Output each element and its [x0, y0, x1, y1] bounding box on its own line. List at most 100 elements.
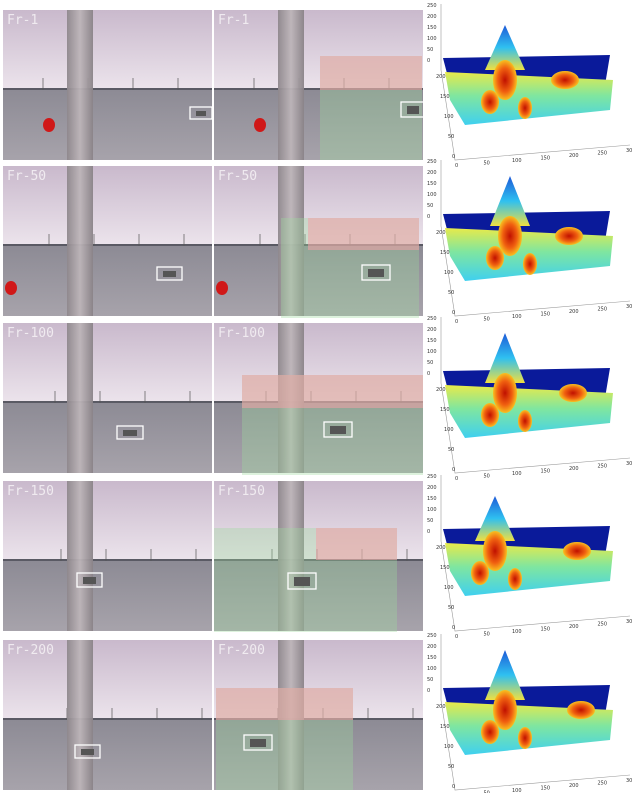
x-tick-label: 150 — [541, 156, 551, 162]
z-tick-label: 200 — [427, 327, 437, 333]
x-tick-label: 150 — [541, 312, 551, 318]
boat — [123, 430, 137, 436]
y-tick-label: 150 — [440, 724, 450, 730]
x-tick-label: 150 — [541, 627, 551, 633]
z-tick-label: 100 — [427, 192, 437, 198]
x-tick-label: 150 — [541, 786, 551, 792]
z-tick-label: 150 — [427, 181, 437, 187]
target-region — [242, 375, 423, 408]
y-tick-label: 0 — [452, 310, 455, 316]
x-tick-label: 100 — [512, 158, 522, 164]
boat — [81, 749, 94, 755]
y-tick-label: 0 — [452, 784, 455, 790]
target-region — [316, 528, 397, 560]
surface-hump — [486, 246, 504, 270]
y-tick-label: 200 — [436, 545, 446, 551]
y-tick-label: 50 — [448, 290, 454, 296]
x-tick-label: 50 — [484, 317, 490, 323]
video-frame: Fr-1 — [3, 10, 212, 160]
z-tick-label: 250 — [427, 316, 437, 322]
y-tick-label: 200 — [436, 74, 446, 80]
surface-hump — [563, 542, 591, 560]
x-tick-label: 100 — [512, 788, 522, 793]
z-tick-label: 0 — [427, 688, 430, 694]
z-tick-label: 150 — [427, 25, 437, 31]
z-tick-label: 100 — [427, 349, 437, 355]
y-tick-label: 100 — [444, 114, 454, 120]
z-tick-label: 150 — [427, 496, 437, 502]
frame-label: Fr-200 — [218, 643, 265, 658]
y-tick-label: 100 — [444, 744, 454, 750]
z-tick-label: 0 — [427, 529, 430, 535]
y-tick-label: 50 — [448, 605, 454, 611]
y-tick-label: 150 — [440, 94, 450, 100]
target-region — [308, 218, 419, 250]
target-region — [216, 688, 353, 720]
z-tick-label: 50 — [427, 677, 433, 683]
pole — [67, 640, 93, 790]
pole — [67, 10, 93, 160]
x-tick-label: 150 — [541, 469, 551, 475]
boat — [294, 577, 310, 586]
surface-hump — [481, 90, 499, 114]
z-tick-label: 100 — [427, 507, 437, 513]
y-tick-label: 100 — [444, 270, 454, 276]
z-tick-label: 50 — [427, 47, 433, 53]
video-frame: Fr-50 — [3, 166, 212, 316]
x-tick-label: 200 — [569, 466, 579, 472]
y-tick-label: 200 — [436, 230, 446, 236]
frame-label: Fr-150 — [218, 484, 265, 499]
x-tick-label: 0 — [455, 476, 458, 482]
x-tick-label: 100 — [512, 471, 522, 477]
pole — [67, 166, 93, 316]
x-tick-label: 50 — [484, 161, 490, 167]
y-tick-label: 100 — [444, 585, 454, 591]
frame-label: Fr-200 — [7, 643, 54, 658]
boat — [196, 111, 206, 116]
y-tick-label: 0 — [452, 154, 455, 160]
surface-hump — [508, 568, 522, 590]
z-tick-label: 100 — [427, 36, 437, 42]
water — [3, 559, 212, 631]
x-tick-label: 300 — [626, 148, 632, 154]
buoy — [5, 281, 17, 295]
surface-hump — [567, 701, 595, 719]
y-tick-label: 50 — [448, 134, 454, 140]
video-frame: Fr-200 — [3, 640, 212, 790]
pole — [278, 10, 304, 160]
z-tick-label: 100 — [427, 666, 437, 672]
x-tick-label: 100 — [512, 629, 522, 635]
z-tick-label: 200 — [427, 14, 437, 20]
surface-body — [445, 385, 613, 438]
y-tick-label: 150 — [440, 407, 450, 413]
x-tick-label: 100 — [512, 314, 522, 320]
video-frame: Fr-100 — [3, 323, 212, 473]
x-tick-label: 0 — [455, 163, 458, 169]
surface-plot: 0501001502002500501001502000501001502002… — [427, 3, 632, 169]
z-tick-label: 250 — [427, 159, 437, 165]
frame-label: Fr-1 — [218, 13, 249, 28]
z-tick-label: 150 — [427, 338, 437, 344]
frame-label: Fr-1 — [7, 13, 38, 28]
y-tick-label: 200 — [436, 387, 446, 393]
boat — [83, 577, 96, 584]
surface-hump — [481, 403, 499, 427]
surface-hump — [518, 410, 532, 432]
x-tick-label: 300 — [626, 304, 632, 310]
z-tick-label: 0 — [427, 371, 430, 377]
pole — [67, 323, 93, 473]
boat — [368, 269, 384, 277]
x-tick-label: 250 — [598, 464, 608, 470]
z-tick-label: 200 — [427, 485, 437, 491]
y-tick-label: 200 — [436, 704, 446, 710]
surface-hump — [471, 561, 489, 585]
video-frame: Fr-150 — [3, 481, 212, 631]
z-tick-label: 50 — [427, 360, 433, 366]
pole — [67, 481, 93, 631]
x-tick-label: 250 — [598, 307, 608, 313]
buoy — [43, 118, 55, 132]
z-tick-label: 0 — [427, 58, 430, 64]
y-tick-label: 150 — [440, 250, 450, 256]
z-tick-label: 0 — [427, 214, 430, 220]
